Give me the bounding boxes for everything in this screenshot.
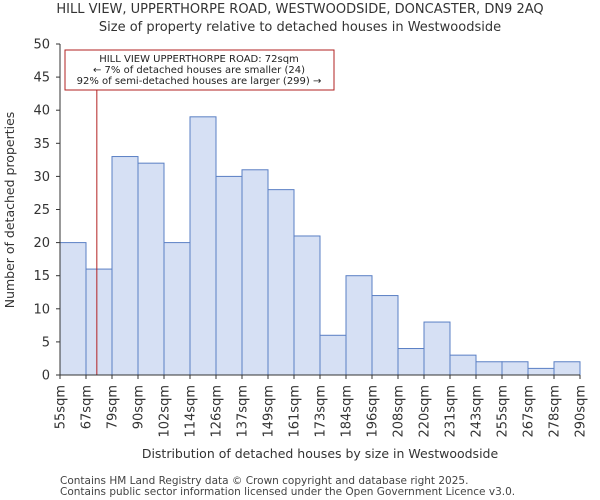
x-tick-label-90sqm: 90sqm (132, 385, 147, 429)
annotation-box: HILL VIEW UPPERTHORPE ROAD: 72sqm ← 7% o… (64, 49, 335, 91)
bar-137sqm (241, 169, 269, 376)
x-tick-label-255sqm: 255sqm (496, 385, 511, 438)
bar-90sqm (137, 162, 165, 376)
x-tick-label-243sqm: 243sqm (470, 385, 485, 438)
bar-79sqm (111, 156, 139, 376)
x-tick-label-55sqm: 55sqm (54, 385, 69, 429)
x-tick-label-79sqm: 79sqm (106, 385, 121, 429)
x-tick-label-114sqm: 114sqm (184, 385, 199, 438)
bar-278sqm (553, 361, 581, 376)
x-tick-label-67sqm: 67sqm (80, 385, 95, 429)
bar-67sqm (85, 268, 113, 376)
bar-267sqm (527, 367, 555, 376)
x-tick-label-173sqm: 173sqm (314, 385, 329, 438)
y-tick-label-10: 10 (33, 302, 50, 317)
y-tick-label-30: 30 (33, 170, 50, 185)
x-tick-label-290sqm: 290sqm (574, 385, 589, 438)
x-tick-label-161sqm: 161sqm (288, 385, 303, 438)
x-axis-label: Distribution of detached houses by size … (142, 446, 499, 461)
chart-title: HILL VIEW, UPPERTHORPE ROAD, WESTWOODSID… (56, 2, 543, 17)
y-tick-label-15: 15 (33, 269, 50, 284)
bar-173sqm (319, 334, 347, 376)
annotation-line-3: 92% of semi-detached houses are larger (… (77, 76, 322, 87)
annotation-frame (64, 49, 335, 91)
annotation-line-1: HILL VIEW UPPERTHORPE ROAD: 72sqm (99, 54, 299, 65)
bar-231sqm (449, 354, 477, 376)
x-tick-label-102sqm: 102sqm (158, 385, 173, 438)
x-tick-label-278sqm: 278sqm (548, 385, 563, 438)
bar-184sqm (345, 275, 373, 376)
x-tick-label-126sqm: 126sqm (210, 385, 225, 438)
bar-55sqm (59, 242, 87, 376)
y-tick-label-35: 35 (33, 137, 50, 152)
x-tick-label-149sqm: 149sqm (262, 385, 277, 438)
y-tick-label-0: 0 (42, 369, 50, 384)
x-tick-label-231sqm: 231sqm (444, 385, 459, 438)
footer-line-1: Contains HM Land Registry data © Crown c… (60, 475, 468, 487)
bar-243sqm (475, 361, 503, 376)
x-tick-label-137sqm: 137sqm (236, 385, 251, 438)
bar-220sqm (423, 321, 451, 376)
x-tick-label-184sqm: 184sqm (340, 385, 355, 438)
bar-196sqm (371, 295, 399, 376)
bar-114sqm (189, 116, 217, 376)
x-tick-label-196sqm: 196sqm (366, 385, 381, 438)
y-tick-label-20: 20 (33, 236, 50, 251)
bar-102sqm (163, 242, 191, 376)
y-tick-label-5: 5 (42, 335, 50, 350)
bar-161sqm (293, 235, 321, 376)
bars-group (59, 116, 581, 376)
chart-subtitle: Size of property relative to detached ho… (99, 20, 501, 35)
y-axis-label: Number of detached properties (2, 112, 17, 309)
y-tick-label-45: 45 (33, 71, 50, 86)
annotation-line-2: ← 7% of detached houses are smaller (24) (93, 65, 305, 76)
x-tick-label-267sqm: 267sqm (522, 385, 537, 438)
bar-149sqm (267, 189, 295, 376)
y-tick-label-40: 40 (33, 104, 50, 119)
y-tick-label-50: 50 (33, 38, 50, 53)
bar-126sqm (215, 175, 243, 376)
y-tick-label-25: 25 (33, 203, 50, 218)
bar-208sqm (397, 348, 425, 376)
x-tick-label-220sqm: 220sqm (418, 385, 433, 438)
bar-255sqm (501, 361, 529, 376)
footer-line-2: Contains public sector information licen… (60, 486, 515, 498)
x-tick-label-208sqm: 208sqm (392, 385, 407, 438)
axes-group: 0 5 10 15 20 25 30 35 40 45 50 55sqm 67sqm 79sqm 90sqm… (33, 38, 588, 438)
